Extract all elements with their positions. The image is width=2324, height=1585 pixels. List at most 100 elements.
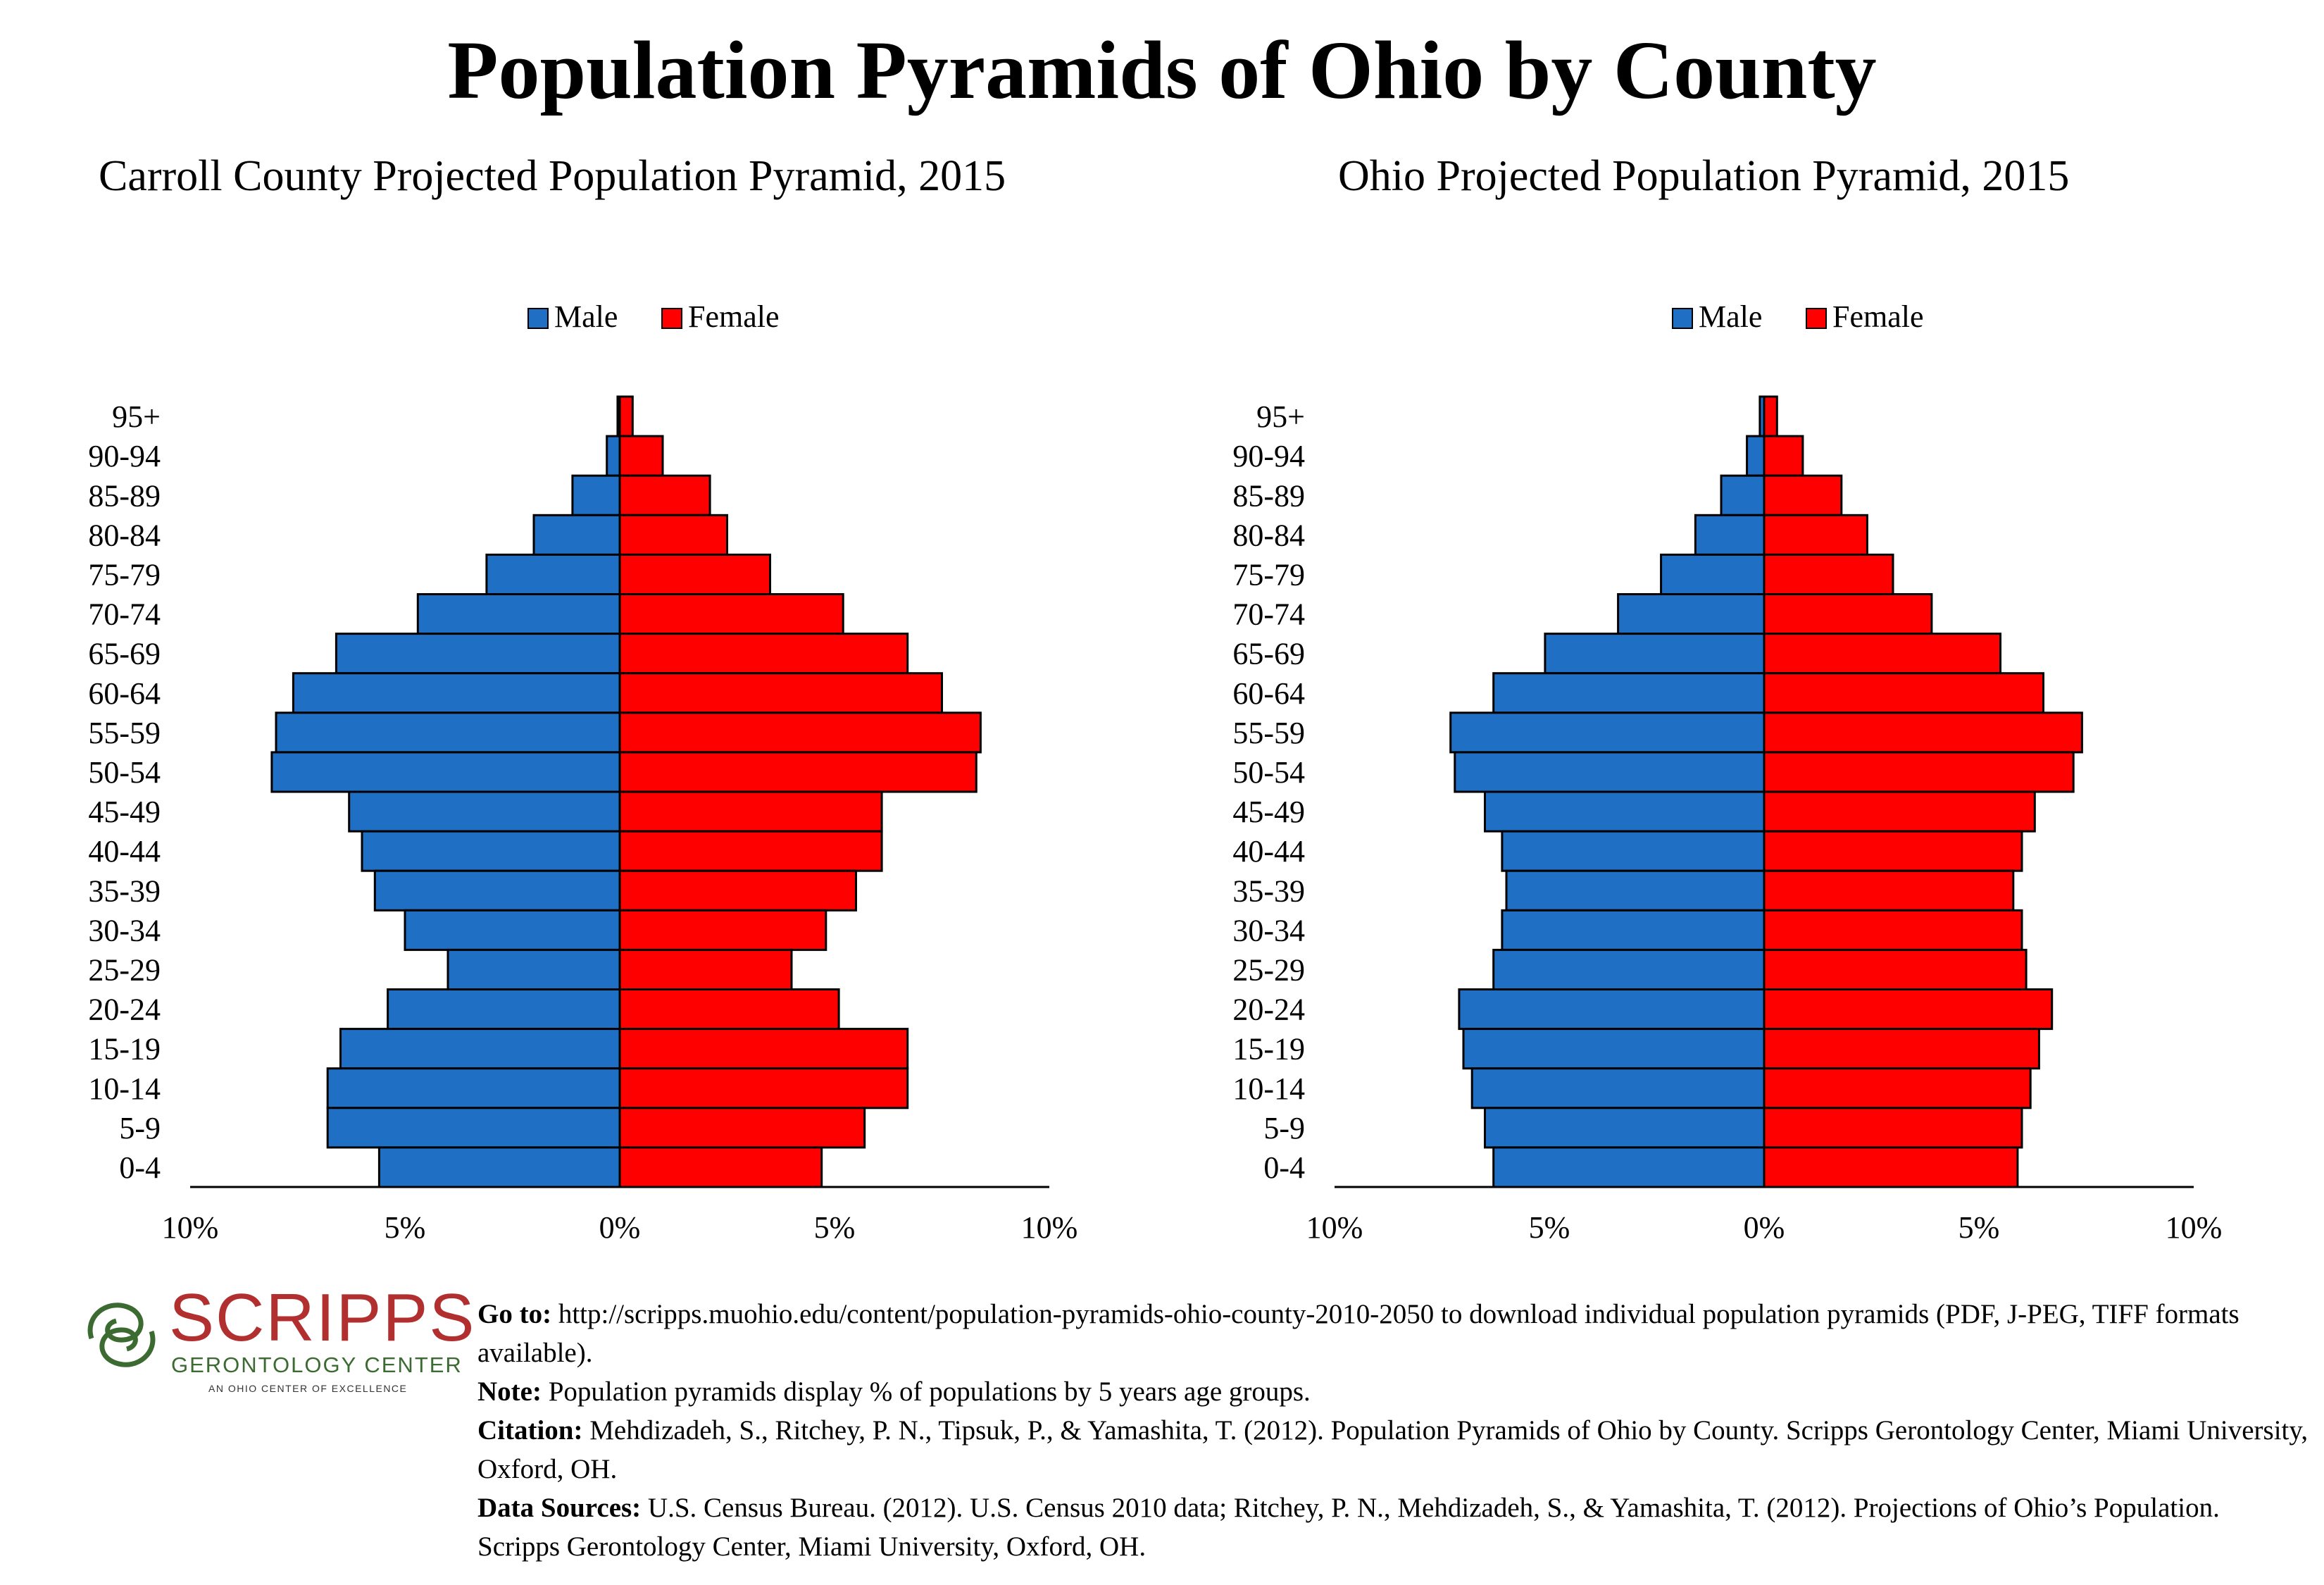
footer-note: Note: Population pyramids display % of p… [477,1372,2309,1411]
x-tick-label: 5% [385,1210,426,1245]
goto-label: Go to: [477,1299,552,1329]
age-group-label: 60-64 [1232,676,1305,711]
age-group-label: 65-69 [88,637,161,671]
x-tick-label: 0% [599,1210,641,1245]
age-group-label: 40-44 [88,834,161,869]
legend-female-label: Female [1832,299,1924,334]
male-bar [571,474,621,516]
male-bar [1492,672,1766,714]
male-bar [1470,1067,1766,1110]
male-bar [1501,909,1766,951]
legend-male-label: Male [1699,299,1762,334]
male-bar [416,593,621,635]
x-tick-label: 5% [814,1210,856,1245]
x-tick-label: 10% [162,1210,219,1245]
age-group-label: 25-29 [1232,952,1305,987]
age-group-label: 45-49 [1232,795,1305,829]
male-bar [373,869,621,912]
male-bar [326,1107,621,1149]
male-bar [606,435,621,477]
x-tick-label: 5% [1529,1210,1570,1245]
female-bar [618,751,977,793]
female-bar [1763,751,2075,793]
citation-label: Citation: [477,1415,583,1446]
female-bar [618,711,982,754]
note-label: Note: [477,1376,542,1407]
age-group-label: 75-79 [1232,557,1305,592]
x-tick-label: 10% [1306,1210,1363,1245]
male-bar [1720,474,1766,516]
age-group-label: 45-49 [88,795,161,829]
x-tick-label: 10% [2166,1210,2223,1245]
age-group-label: 35-39 [88,874,161,908]
legend-male-swatch [1672,308,1693,329]
age-group-label: 80-84 [1232,518,1305,552]
female-bar [1763,909,2023,951]
male-bar [1484,1107,1766,1149]
female-bar [1763,395,1778,437]
female-bar [1763,633,2001,675]
female-bar [618,672,943,714]
female-bar [618,553,771,596]
legend-male-label: Male [554,299,618,334]
age-group-label: 90-94 [88,439,161,473]
female-bar [1763,474,1843,516]
male-bar [1694,514,1766,556]
age-group-label: 50-54 [88,755,161,790]
chart-title-carroll: Carroll County Projected Population Pyra… [99,152,1006,200]
age-group-label: 85-89 [1232,478,1305,513]
female-bar [1763,672,2044,714]
scripps-logo: SCRIPPS GERONTOLOGY CENTER AN OHIO CENTE… [77,1280,474,1395]
logo-wordmark: SCRIPPS [169,1280,476,1355]
age-group-label: 15-19 [88,1032,161,1067]
female-bar [618,474,711,516]
note-text: Population pyramids display % of populat… [541,1376,1311,1407]
male-bar [532,514,621,556]
age-group-label: 15-19 [1232,1032,1305,1067]
female-bar [618,1067,909,1110]
age-group-label: 75-79 [88,557,161,592]
male-bar [377,1146,621,1188]
male-bar [1660,553,1766,596]
age-group-label: 5-9 [119,1111,161,1145]
female-bar [618,395,634,437]
male-bar [361,830,621,872]
female-bar [1763,790,2036,833]
male-bar [348,790,621,833]
main-title: Population Pyramids of Ohio by County [447,24,1877,116]
age-group-label: 10-14 [88,1071,161,1106]
age-group-label: 0-4 [1263,1150,1305,1185]
female-bar [1763,830,2023,872]
male-bar [1544,633,1766,675]
age-group-label: 55-59 [1232,716,1305,750]
male-bar [1484,790,1766,833]
female-bar [618,435,664,477]
male-bar [1617,593,1766,635]
age-group-label: 30-34 [1232,913,1305,947]
male-bar [275,711,621,754]
legend-female-swatch [1806,308,1827,329]
x-tick-label: 0% [1744,1210,1785,1245]
legend-female-label: Female [688,299,780,334]
female-bar [1763,553,1894,596]
logo-tagline: AN OHIO CENTER OF EXCELLENCE [208,1383,408,1394]
male-bar [387,988,621,1031]
footer-citation: Citation: Mehdizadeh, S., Ritchey, P. N.… [477,1411,2309,1488]
male-bar [446,948,621,991]
male-bar [270,751,621,793]
female-bar [1763,988,2054,1031]
footer-notes: Go to: http://scripps.muohio.edu/content… [477,1295,2309,1566]
female-bar [1763,435,1804,477]
female-bar [1763,514,1868,556]
footer-sources: Data Sources: U.S. Census Bureau. (2012)… [477,1488,2309,1566]
scripps-swirl-icon [87,1303,156,1367]
female-bar [1763,1107,2023,1149]
female-bar [618,869,857,912]
citation-text: Mehdizadeh, S., Ritchey, P. N., Tipsuk, … [477,1415,2309,1484]
age-group-label: 20-24 [1232,993,1305,1027]
female-bar [618,514,728,556]
legend-female-swatch [661,308,682,329]
age-group-label: 70-74 [88,597,161,632]
male-bar [1492,1146,1766,1188]
female-bar [1763,1028,2040,1070]
